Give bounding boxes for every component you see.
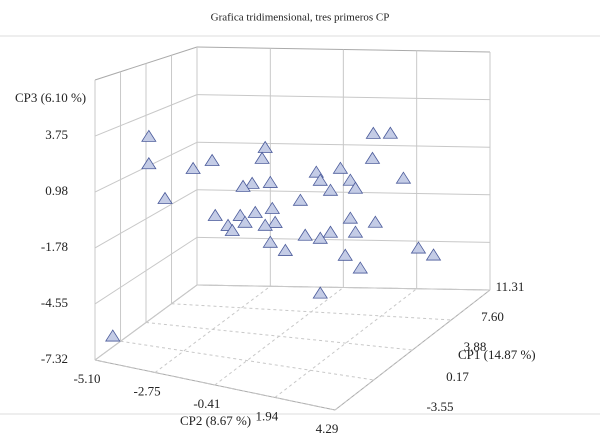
point-marker	[185, 161, 201, 174]
point-marker	[277, 243, 294, 256]
y-tick-label: 1.94	[256, 408, 279, 423]
point-marker	[342, 173, 359, 186]
point-marker	[367, 215, 384, 228]
point-marker	[262, 175, 279, 188]
y-tick-label: -0.41	[193, 396, 220, 411]
z-tick-label: 0.98	[45, 183, 68, 198]
x-tick-label: 7.60	[481, 309, 504, 324]
point-marker	[410, 241, 427, 254]
z-tick-label: -7.32	[41, 351, 68, 366]
point-marker	[365, 126, 382, 139]
point-marker	[262, 235, 279, 248]
y-axis-label: CP2 (8.67 %)	[180, 413, 251, 428]
point-marker	[141, 156, 157, 170]
point-marker	[352, 261, 369, 274]
point-marker	[382, 126, 399, 139]
point-marker	[312, 173, 328, 186]
x-tick-label: 0.17	[446, 369, 469, 384]
point-marker	[347, 181, 364, 194]
point-marker	[395, 171, 412, 184]
point-marker	[105, 329, 121, 342]
z-axis-label: CP3 (6.10 %)	[15, 90, 86, 105]
grid-line	[120, 340, 374, 381]
point-marker	[425, 248, 442, 261]
y-tick-label: -2.75	[134, 383, 161, 398]
point-marker	[364, 151, 381, 164]
point-marker	[247, 205, 263, 218]
x-tick-label: 11.31	[496, 279, 525, 294]
x-axis-label: CP1 (14.87 %)	[458, 347, 536, 362]
point-marker	[267, 215, 283, 228]
z-tick-label: -4.55	[41, 295, 68, 310]
point-marker	[312, 286, 328, 299]
point-marker	[207, 208, 223, 221]
point-marker	[332, 161, 349, 174]
point-marker	[297, 228, 313, 241]
chart-title: Grafica tridimensional, tres primeros CP	[211, 12, 390, 24]
point-marker	[254, 151, 270, 164]
grid-line	[171, 303, 452, 321]
y-tick-label: 4.29	[316, 421, 339, 436]
point-marker	[235, 179, 251, 192]
point-marker	[312, 231, 328, 244]
point-marker	[264, 201, 281, 214]
x-tick-label: 3.88	[464, 339, 487, 354]
point-marker	[204, 153, 220, 166]
point-marker	[322, 225, 339, 238]
point-marker	[292, 193, 309, 206]
point-marker	[141, 129, 157, 142]
grid-line	[94, 359, 336, 411]
y-tick-label: -5.10	[73, 371, 100, 386]
grid-line	[145, 322, 413, 351]
point-marker	[322, 183, 339, 196]
point-marker	[157, 191, 173, 204]
grid-line	[334, 289, 491, 411]
point-marker	[237, 215, 253, 228]
x-tick-label: -3.55	[426, 399, 453, 414]
point-marker	[257, 218, 273, 231]
point-marker	[224, 223, 241, 236]
z-tick-label: -1.78	[41, 239, 68, 254]
grid-line	[196, 284, 491, 291]
point-marker	[337, 248, 353, 261]
point-marker	[244, 176, 260, 189]
z-tick-label: 3.75	[45, 127, 68, 142]
point-marker	[347, 225, 364, 238]
point-marker	[342, 211, 359, 224]
point-marker	[257, 140, 273, 153]
